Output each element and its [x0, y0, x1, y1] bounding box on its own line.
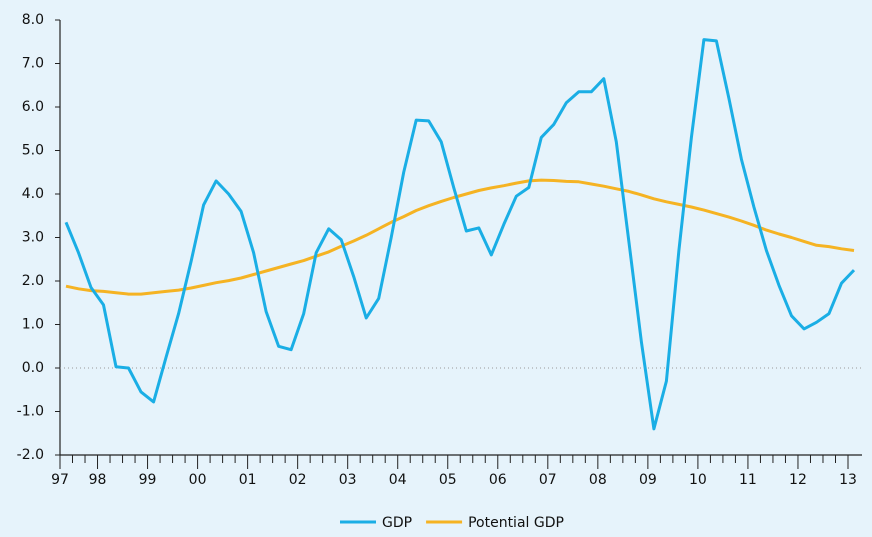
y-tick-label: 3.0 — [22, 230, 44, 246]
x-tick-label: 03 — [339, 472, 357, 488]
y-tick-label: 5.0 — [22, 143, 44, 159]
x-tick-label: 09 — [639, 472, 657, 488]
series-line — [65, 178, 855, 296]
y-tick-label: 4.0 — [22, 186, 44, 202]
y-tick-label: 0.0 — [22, 360, 44, 376]
x-tick-label: 00 — [189, 472, 207, 488]
y-tick-label: -1.0 — [17, 404, 44, 420]
x-tick-label: 99 — [139, 472, 157, 488]
x-tick-label: 02 — [289, 472, 307, 488]
x-tick-label: 04 — [389, 472, 407, 488]
x-tick-label: 97 — [51, 472, 69, 488]
x-tick-label: 06 — [489, 472, 507, 488]
series-line — [64, 38, 856, 431]
x-tick-label: 01 — [239, 472, 257, 488]
y-tick-label: 6.0 — [22, 99, 44, 115]
x-tick-label: 98 — [89, 472, 107, 488]
x-tick-label: 08 — [589, 472, 607, 488]
y-tick-label: 8.0 — [22, 12, 44, 28]
y-tick-label: 2.0 — [22, 273, 44, 289]
x-tick-label: 05 — [439, 472, 457, 488]
legend-label: GDP — [382, 515, 412, 531]
x-tick-label: 11 — [739, 472, 757, 488]
x-tick-label: 10 — [689, 472, 707, 488]
y-tick-label: -2.0 — [17, 447, 44, 463]
x-tick-label: 07 — [539, 472, 557, 488]
legend-label: Potential GDP — [468, 515, 564, 531]
x-tick-label: 13 — [839, 472, 857, 488]
y-tick-label: 7.0 — [22, 56, 44, 72]
x-tick-label: 12 — [789, 472, 807, 488]
y-tick-label: 1.0 — [22, 317, 44, 333]
